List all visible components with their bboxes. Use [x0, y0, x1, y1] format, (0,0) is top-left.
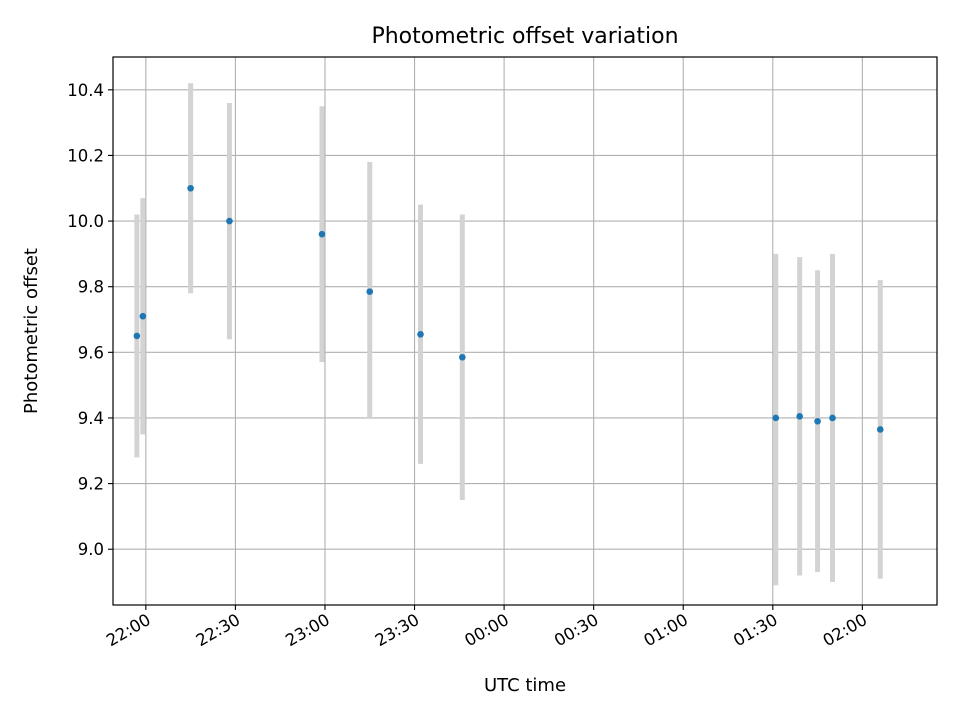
x-tick-label: 02:00 — [820, 610, 871, 650]
x-tick-label: 01:30 — [730, 610, 781, 650]
y-tick-label: 9.8 — [78, 278, 104, 297]
x-tick-label: 01:00 — [641, 610, 692, 650]
y-axis-label: Photometric offset — [21, 248, 42, 414]
data-point — [318, 230, 326, 238]
y-tick-label: 10.4 — [67, 81, 104, 100]
x-tick-label: 23:30 — [372, 610, 423, 650]
data-point — [226, 217, 233, 225]
data-point — [417, 330, 424, 338]
y-tick-label: 9.2 — [78, 475, 104, 494]
y-tick-label: 9.6 — [78, 343, 104, 362]
axis-ticks: 22:00 22:30 23:00 23:30 00:00 00:30 01:00 01:30… — [67, 81, 870, 650]
data-point — [796, 413, 803, 420]
x-tick-label: 00:00 — [461, 610, 512, 650]
x-tick-label: 22:00 — [103, 610, 154, 650]
x-axis-label: UTC time — [484, 675, 566, 696]
x-tick-label: 23:00 — [282, 610, 333, 650]
y-tick-label: 9.0 — [78, 540, 104, 559]
error-bars — [134, 83, 883, 586]
data-point — [829, 414, 836, 422]
x-tick-label: 00:30 — [551, 610, 602, 650]
data-points — [133, 184, 884, 433]
data-point — [876, 426, 884, 433]
data-point — [366, 288, 374, 295]
data-point — [772, 414, 780, 422]
y-tick-label: 10.2 — [67, 146, 104, 165]
x-tick-label: 22:30 — [193, 610, 244, 650]
data-point — [133, 332, 141, 340]
y-tick-label: 10.0 — [67, 212, 104, 231]
data-point — [139, 312, 147, 320]
chart-title: Photometric offset variation — [371, 24, 678, 49]
data-point — [459, 353, 466, 361]
data-point — [814, 417, 821, 425]
data-point — [187, 184, 194, 192]
plot-frame — [112, 56, 938, 606]
grid — [113, 57, 937, 605]
y-tick-label: 9.4 — [78, 409, 104, 428]
